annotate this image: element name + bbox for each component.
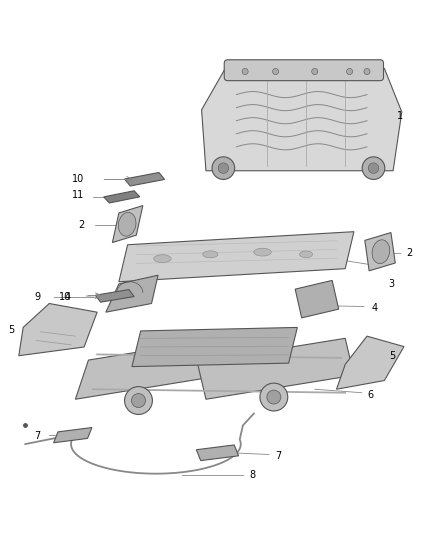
Circle shape	[218, 163, 229, 173]
Polygon shape	[106, 275, 158, 312]
Text: 2: 2	[78, 220, 84, 230]
Polygon shape	[124, 173, 165, 186]
Text: 7: 7	[276, 451, 282, 461]
FancyBboxPatch shape	[224, 60, 384, 80]
Circle shape	[242, 68, 248, 75]
Circle shape	[368, 163, 379, 173]
Polygon shape	[132, 327, 297, 367]
Text: 7: 7	[34, 431, 41, 441]
Circle shape	[212, 157, 235, 180]
Polygon shape	[75, 334, 250, 399]
Polygon shape	[95, 289, 134, 302]
Polygon shape	[196, 445, 239, 461]
Circle shape	[260, 383, 288, 411]
Ellipse shape	[154, 255, 171, 263]
Ellipse shape	[300, 251, 313, 257]
Polygon shape	[336, 336, 404, 389]
Text: 3: 3	[389, 279, 395, 289]
Text: 10: 10	[72, 174, 84, 184]
Text: 4: 4	[65, 292, 71, 302]
Text: 1: 1	[397, 111, 403, 122]
Circle shape	[272, 68, 279, 75]
Polygon shape	[104, 191, 140, 203]
Text: 10: 10	[59, 292, 71, 302]
Text: 4: 4	[371, 303, 378, 313]
Circle shape	[124, 386, 152, 415]
Text: 2: 2	[406, 248, 413, 259]
Polygon shape	[53, 427, 92, 443]
Circle shape	[267, 390, 281, 404]
Text: 5: 5	[389, 351, 395, 361]
Text: 8: 8	[250, 471, 256, 480]
Circle shape	[131, 393, 145, 408]
Ellipse shape	[372, 240, 390, 264]
Polygon shape	[295, 280, 339, 318]
Circle shape	[346, 68, 353, 75]
Ellipse shape	[254, 248, 271, 256]
Text: 6: 6	[367, 390, 373, 400]
Circle shape	[362, 157, 385, 180]
Text: 11: 11	[72, 190, 84, 200]
Polygon shape	[201, 64, 402, 171]
Polygon shape	[119, 232, 354, 282]
Polygon shape	[197, 338, 354, 399]
Ellipse shape	[203, 251, 218, 258]
Text: 5: 5	[8, 325, 14, 335]
Text: 9: 9	[35, 292, 41, 302]
Ellipse shape	[118, 212, 136, 236]
Polygon shape	[365, 232, 395, 271]
Polygon shape	[19, 303, 97, 356]
Polygon shape	[113, 206, 143, 243]
Circle shape	[364, 68, 370, 75]
Circle shape	[312, 68, 318, 75]
